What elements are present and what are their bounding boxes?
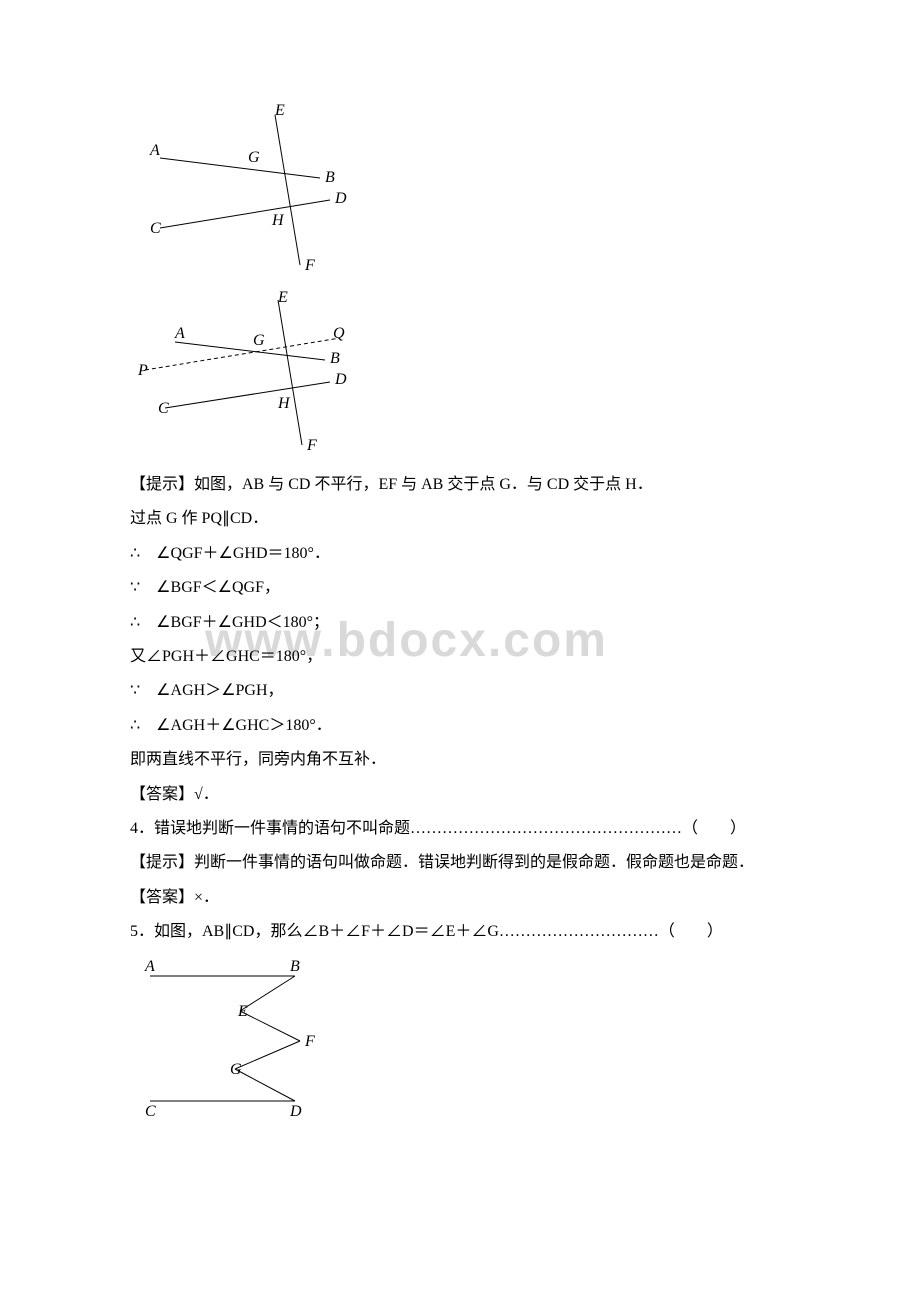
svg-text:D: D xyxy=(289,1103,302,1120)
figure-3: A B E F G C D xyxy=(130,951,830,1121)
svg-text:E: E xyxy=(274,102,285,119)
proof-line-1: 过点 G 作 PQ∥CD． xyxy=(130,504,830,534)
svg-text:C: C xyxy=(145,1103,156,1120)
diagram-2-svg: E A G Q B P D C H F xyxy=(130,290,360,460)
svg-text:G: G xyxy=(248,149,260,166)
question-4-text: 4．错误地判断一件事情的语句不叫命题……………………………………………（ ） xyxy=(130,814,830,844)
hint-label: 【提示】如图，AB 与 CD 不平行，EF 与 AB 交于点 G．与 CD 交于… xyxy=(130,470,830,500)
proof-line-4: ∴ ∠BGF＋∠GHD＜180°； xyxy=(130,608,830,638)
svg-text:G: G xyxy=(253,332,265,349)
svg-text:F: F xyxy=(304,257,315,274)
figure-2: E A G Q B P D C H F xyxy=(130,290,830,460)
svg-text:G: G xyxy=(230,1061,242,1078)
proof-line-2: ∴ ∠QGF＋∠GHD＝180°． xyxy=(130,539,830,569)
svg-text:F: F xyxy=(306,437,317,454)
proof-line-7: ∴ ∠AGH＋∠GHC＞180°． xyxy=(130,711,830,741)
svg-text:F: F xyxy=(304,1033,315,1050)
diagram-3-svg: A B E F G C D xyxy=(130,951,340,1121)
svg-text:E: E xyxy=(237,1003,248,1020)
question-4-answer: 【答案】×． xyxy=(130,883,830,913)
svg-text:Q: Q xyxy=(333,325,345,342)
svg-text:A: A xyxy=(144,958,155,975)
svg-text:D: D xyxy=(334,371,347,388)
svg-text:H: H xyxy=(277,395,291,412)
svg-text:B: B xyxy=(325,169,335,186)
proof-line-6: ∵ ∠AGH＞∠PGH， xyxy=(130,676,830,706)
content-area: E A G B D C H F xyxy=(130,100,830,1121)
svg-text:P: P xyxy=(137,362,148,379)
question-4-hint: 【提示】判断一件事情的语句叫做命题．错误地判断得到的是假命题．假命题也是命题． xyxy=(130,848,830,878)
answer-3: 【答案】√． xyxy=(130,780,830,810)
svg-text:B: B xyxy=(330,350,340,367)
proof-line-5: 又∠PGH＋∠GHC＝180°， xyxy=(130,642,830,672)
svg-text:E: E xyxy=(277,290,288,306)
svg-text:A: A xyxy=(149,142,160,159)
proof-line-3: ∵ ∠BGF＜∠QGF， xyxy=(130,573,830,603)
diagram-1-svg: E A G B D C H F xyxy=(130,100,360,280)
proof-line-8: 即两直线不平行，同旁内角不互补． xyxy=(130,745,830,775)
svg-text:B: B xyxy=(290,958,300,975)
document-page: www.bdocx.com E A G B D C xyxy=(0,0,920,1191)
svg-text:H: H xyxy=(271,212,285,229)
svg-text:A: A xyxy=(174,325,185,342)
svg-text:C: C xyxy=(158,400,169,417)
svg-text:C: C xyxy=(150,220,161,237)
figure-1: E A G B D C H F xyxy=(130,100,830,280)
svg-text:D: D xyxy=(334,190,347,207)
question-5-text: 5．如图，AB∥CD，那么∠B＋∠F＋∠D＝∠E＋∠G…………………………（ ） xyxy=(130,917,830,947)
